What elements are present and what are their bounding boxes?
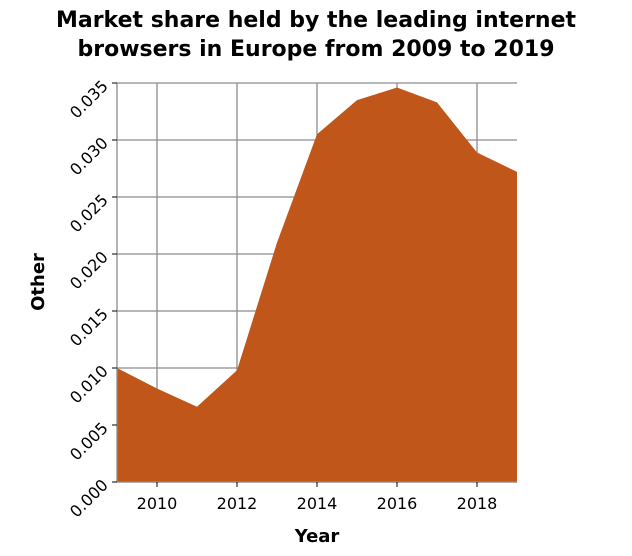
- y-tick-label: 0.010: [66, 361, 112, 407]
- chart-title: Market share held by the leading interne…: [0, 6, 632, 64]
- x-tick-label: 2010: [137, 494, 178, 513]
- y-tick-label: 0.030: [66, 133, 112, 179]
- y-tick-label: 0.000: [66, 475, 112, 521]
- x-axis-label: Year: [294, 526, 340, 547]
- y-tick-label: 0.015: [66, 304, 112, 350]
- x-tick-label: 2014: [297, 494, 338, 513]
- chart-title-line-2: browsers in Europe from 2009 to 2019: [77, 37, 555, 62]
- y-tick-label: 0.005: [66, 418, 112, 464]
- x-tick-label: 2012: [217, 494, 258, 513]
- y-axis-ticks: 0.000 0.005 0.010 0.015 0.020 0.025 0.030 0.035: [66, 76, 117, 521]
- y-tick-label: 0.025: [66, 190, 112, 236]
- y-tick-label: 0.020: [66, 247, 112, 293]
- area-series: [117, 87, 517, 482]
- x-tick-label: 2018: [457, 494, 498, 513]
- y-axis-label: Other: [28, 253, 49, 311]
- y-tick-label: 0.035: [66, 76, 112, 122]
- chart-title-line-1: Market share held by the leading interne…: [55, 8, 577, 33]
- x-tick-label: 2016: [377, 494, 418, 513]
- x-axis-ticks: 2010 2012 2014 2016 2018: [137, 482, 498, 513]
